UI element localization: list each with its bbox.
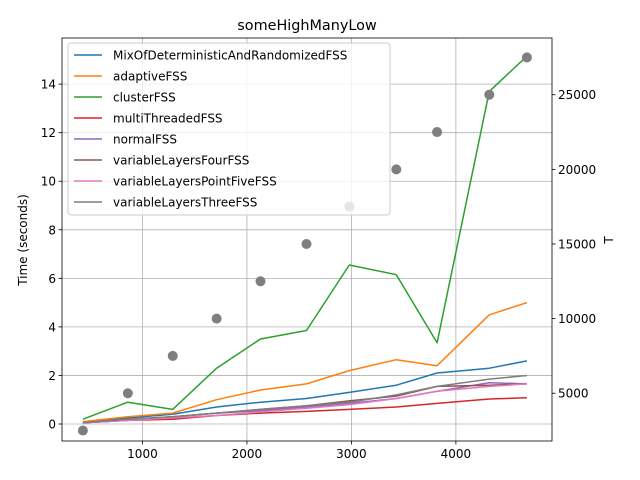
series-line-multi-threaded-fss bbox=[82, 397, 527, 424]
legend-label-variable-layers-point-five-fss: variableLayersPointFiveFSS bbox=[113, 175, 277, 189]
x-tick-label: 1000 bbox=[127, 447, 158, 461]
y2-tick-label: 25000 bbox=[558, 88, 596, 102]
y2-axis-label: T bbox=[602, 236, 616, 245]
scatter-point bbox=[255, 276, 266, 287]
series-lines bbox=[82, 55, 528, 424]
scatter-point bbox=[301, 238, 312, 249]
series-line-variable-layers-three-fss bbox=[82, 374, 527, 424]
x-tick-label: 3000 bbox=[336, 447, 367, 461]
scatter-point bbox=[521, 52, 532, 63]
legend-label-multi-threaded-fss: multiThreadedFSS bbox=[113, 112, 223, 126]
y-axis-label: Time (seconds) bbox=[16, 194, 30, 287]
y2-tick-label: 15000 bbox=[558, 237, 596, 251]
legend-label-normal-fss: normalFSS bbox=[113, 133, 177, 147]
y-tick-label: 14 bbox=[41, 78, 56, 92]
y-tick-label: 10 bbox=[41, 175, 56, 189]
legend-box bbox=[67, 42, 391, 216]
legend-label-variable-layers-three-fss: variableLayersThreeFSS bbox=[113, 196, 257, 210]
scatter-point bbox=[167, 350, 178, 361]
chart-title: someHighManyLow bbox=[237, 18, 377, 34]
scatter-point bbox=[484, 89, 495, 100]
y2-tick-label: 10000 bbox=[558, 312, 596, 326]
x-tick-label: 4000 bbox=[441, 447, 472, 461]
legend: MixOfDeterministicAndRandomizedFSS adapti… bbox=[67, 42, 391, 216]
scatter-point bbox=[391, 164, 402, 175]
y2-tick-label: 5000 bbox=[558, 387, 589, 401]
legend-label-mix-of-deterministic-and-randomized-fss: MixOfDeterministicAndRandomizedFSS bbox=[113, 49, 347, 63]
y-tick-label: 2 bbox=[48, 369, 56, 383]
y2-tick-label: 20000 bbox=[558, 163, 596, 177]
y-tick-label: 12 bbox=[41, 126, 56, 140]
y-tick-label: 8 bbox=[48, 223, 56, 237]
series-line-variable-layers-point-five-fss bbox=[82, 383, 527, 424]
scatter-point bbox=[122, 388, 133, 399]
scatter-point bbox=[432, 127, 443, 138]
series-line-mix-of-deterministic-and-randomized-fss bbox=[82, 360, 528, 424]
plot-frame bbox=[61, 37, 553, 442]
x-tick-label: 2000 bbox=[232, 447, 263, 461]
axis-ticks: 1000 2000 3000 4000 0 2 4 6 8 10 12 14 5000 10000 1500… bbox=[41, 78, 596, 461]
series-line-cluster-fss bbox=[82, 55, 528, 420]
y-tick-label: 0 bbox=[48, 418, 56, 432]
legend-label-variable-layers-four-fss: variableLayersFourFSS bbox=[113, 154, 249, 168]
y-tick-label: 6 bbox=[48, 272, 56, 286]
series-line-adaptive-fss bbox=[82, 301, 528, 423]
scatter-point bbox=[211, 313, 222, 324]
legend-label-cluster-fss: clusterFSS bbox=[113, 91, 176, 105]
scatter-point bbox=[77, 425, 88, 436]
legend-label-adaptive-fss: adaptiveFSS bbox=[113, 70, 187, 84]
y-tick-label: 4 bbox=[48, 320, 56, 334]
